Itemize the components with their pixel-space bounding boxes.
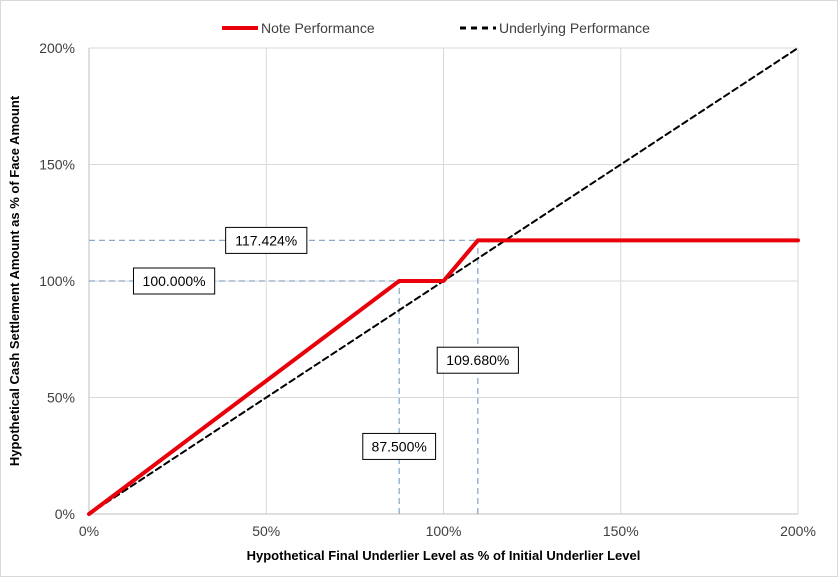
callout-border [362,432,437,460]
legend-note-performance: Note Performance [222,20,375,36]
y-tick-label: 50% [47,390,75,406]
y-tick-label: 150% [39,157,75,173]
y-axis-title: Hypothetical Cash Settlement Amount as %… [7,95,22,466]
callout-label: 117.424% [235,232,297,248]
callout-label: 100.000% [143,273,206,289]
callout-box: 100.000% [132,267,216,295]
callout-border [436,346,519,374]
y-tick-label: 100% [39,273,75,289]
callout-label: 109.680% [446,352,509,368]
callout-box: 87.500% [362,432,437,460]
callout-border [225,226,308,254]
note-performance-line [87,238,800,516]
callout-border [132,267,216,295]
y-tick-label: 0% [55,506,75,522]
x-tick-label: 150% [603,523,639,539]
x-tick-label: 0% [79,523,99,539]
legend-label: Underlying Performance [499,20,650,36]
legend-label: Note Performance [261,20,375,36]
x-tick-label: 100% [426,523,462,539]
callout-labels: 117.424% 100.000% 87.500% 109.680% [132,226,519,460]
x-tick-label: 200% [780,523,816,539]
x-axis-title: Hypothetical Final Underlier Level as % … [247,548,641,563]
legend-underlying-performance: Underlying Performance [460,20,650,36]
series-lines [87,47,800,516]
legend: Note Performance Underlying Performance [222,20,650,36]
callout-box: 109.680% [436,346,519,374]
x-tick-label: 50% [252,523,280,539]
y-tick-label: 200% [39,40,75,56]
callout-box: 117.424% [225,226,308,254]
tick-labels: 0% 50% 100% 150% 200% 0% 50% 100% 150% 200% [39,40,816,539]
callout-label: 87.500% [372,438,427,454]
